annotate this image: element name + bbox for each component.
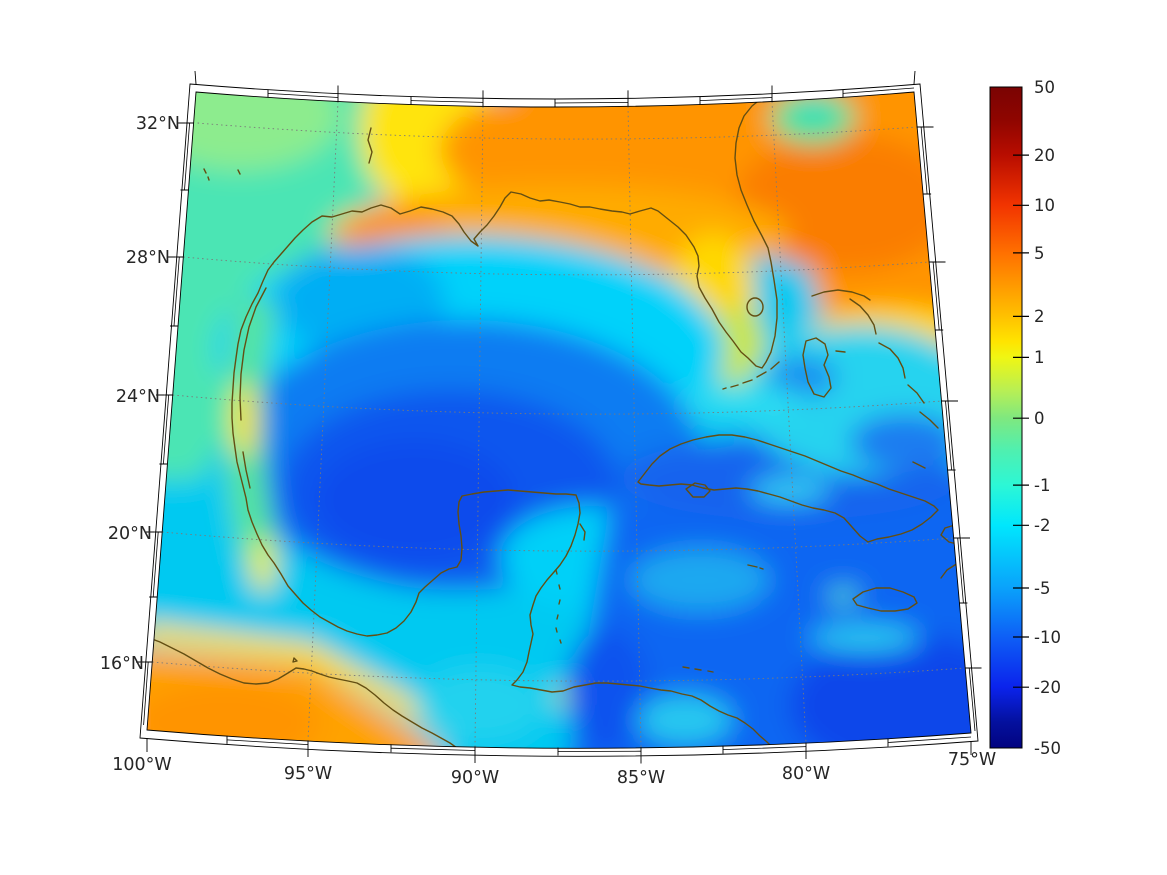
parallel-16n	[152, 661, 966, 682]
frame-stripe-segments	[143, 87, 976, 752]
lon-label-85w: 85°W	[617, 768, 665, 788]
lat-label-20n: 20°N	[108, 524, 152, 544]
coastline-cuba	[637, 434, 939, 543]
lon-label-80w: 80°W	[782, 764, 830, 784]
coastline-florida-keys	[722, 361, 780, 390]
colorbar-tick-label: 20	[1034, 146, 1055, 165]
field-layer	[147, 92, 971, 749]
coastline-jamaica	[852, 587, 918, 612]
colorbar-tick-label: -10	[1034, 628, 1061, 647]
coastline-north-america	[231, 92, 778, 748]
colorbar-tick-label: 5	[1034, 244, 1045, 263]
parallel-20n	[162, 531, 954, 552]
coastline-eleuthera	[878, 342, 906, 379]
coastline-abaco	[849, 298, 877, 335]
frame-outer	[139, 83, 979, 757]
colorbar-tick-label: -2	[1034, 516, 1050, 535]
map-frame	[136, 70, 982, 764]
colorbar-tick-label: -20	[1034, 678, 1061, 697]
lake-texas	[203, 127, 373, 181]
coastline-bay-islands	[292, 657, 714, 673]
parallel-28n	[183, 256, 930, 276]
lat-label-32n: 32°N	[136, 114, 180, 134]
lon-label-100w: 100°W	[112, 755, 171, 775]
coastline-cayman-islands	[747, 564, 764, 570]
coastline-long-island-bahamas	[835, 350, 939, 469]
colorbar-tick-label: -5	[1034, 579, 1050, 598]
coastline-cozumel	[579, 523, 586, 541]
coastline-grand-bahama	[811, 289, 871, 301]
colorbar-tick-label: -50	[1034, 739, 1061, 758]
lon-label-95w: 95°W	[284, 764, 332, 784]
coastline-mexico-lagoon	[242, 451, 251, 489]
lake-okeechobee	[746, 297, 764, 317]
coastline-cat-island	[907, 384, 925, 404]
meridian-80w	[771, 101, 807, 743]
meridian-90w	[474, 106, 484, 747]
colorbar: 50 20 10 5 2 1 0 -1 -2 -5 -10 -20 -50	[989, 78, 1061, 758]
colorbar-tick-label: 50	[1034, 78, 1055, 97]
colorbar-tick-label: 0	[1034, 409, 1045, 428]
meridian-85w	[627, 106, 642, 748]
colorbar-tick-label: 1	[1034, 348, 1045, 367]
lat-label-24n: 24°N	[116, 387, 160, 407]
graticule-layer	[152, 101, 966, 748]
coastline-belize-cayes	[555, 569, 562, 644]
colorbar-tick-label: 10	[1034, 196, 1055, 215]
coastline-pacific-mexico	[147, 635, 458, 749]
lat-label-16n: 16°N	[100, 654, 144, 674]
colorbar-tick-label: -1	[1034, 476, 1050, 495]
coastline-isla-juventud	[685, 482, 711, 498]
coastline-andros	[802, 337, 832, 398]
frame-inner	[146, 91, 972, 749]
lon-label-90w: 90°W	[451, 768, 499, 788]
colorbar-tick-label: 2	[1034, 307, 1045, 326]
colorbar-gradient	[989, 86, 1023, 749]
colorbar-ticks	[1013, 154, 1029, 688]
axis-labels: 32°N 28°N 24°N 20°N 16°N 100°W 95°W 90°W…	[100, 114, 996, 788]
lon-label-75w: 75°W	[948, 750, 996, 770]
meridian-95w	[307, 101, 339, 741]
coastline-texas-barrier-islands	[239, 287, 267, 421]
lat-label-28n: 28°N	[126, 248, 170, 268]
axis-ticks-outer	[136, 70, 982, 764]
